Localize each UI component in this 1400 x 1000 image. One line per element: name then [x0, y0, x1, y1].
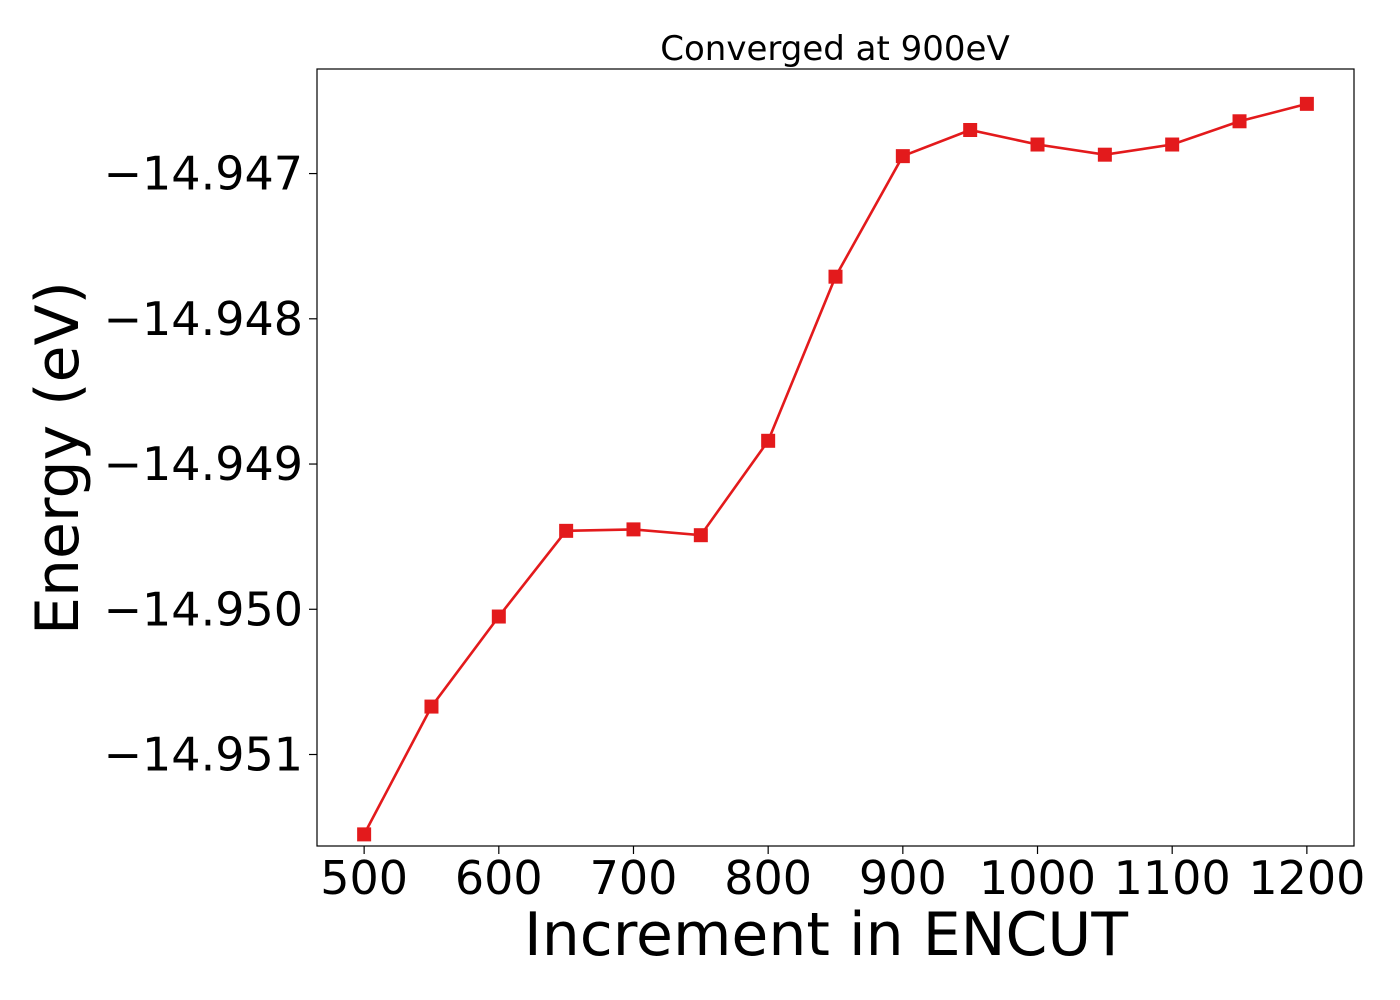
y-tick-label: −14.947: [104, 147, 304, 201]
data-point-marker: [357, 827, 372, 842]
data-point-marker: [491, 609, 506, 624]
data-point-marker: [963, 122, 978, 137]
data-point-marker: [1299, 96, 1314, 111]
data-point-marker: [1097, 147, 1112, 162]
y-tick-label: −14.948: [104, 292, 304, 346]
x-tick-label: 600: [455, 851, 543, 905]
data-point-marker: [1165, 137, 1180, 152]
data-point-marker: [424, 699, 439, 714]
data-point-marker: [828, 269, 843, 284]
x-tick-label: 1000: [979, 851, 1096, 905]
y-tick-label: −14.950: [104, 582, 304, 636]
x-tick-label: 800: [724, 851, 812, 905]
x-axis: 500 600 700 800 900 1000 1100 1200: [320, 846, 1365, 905]
data-point-marker: [626, 522, 641, 537]
y-tick-label: −14.949: [104, 437, 304, 491]
energy-series-line: [362, 102, 1308, 836]
x-tick-label: 700: [590, 851, 678, 905]
energy-series-markers: [357, 96, 1314, 842]
data-point-marker: [693, 528, 708, 543]
x-tick-label: 1200: [1248, 851, 1365, 905]
plot-frame: [316, 68, 1355, 847]
y-axis: −14.951 −14.950 −14.949 −14.948 −14.947: [104, 147, 317, 782]
x-tick-label: 500: [320, 851, 408, 905]
y-tick-label: −14.951: [104, 728, 304, 782]
data-point-marker: [761, 433, 776, 448]
x-tick-label: 900: [859, 851, 947, 905]
chart-title: Converged at 900eV: [660, 29, 1009, 69]
data-point-marker: [1232, 114, 1247, 129]
x-axis-label: Increment in ENCUT: [524, 900, 1128, 970]
data-point-marker: [1030, 137, 1045, 152]
data-point-marker: [895, 149, 910, 164]
data-point-marker: [559, 523, 574, 538]
x-tick-label: 1100: [1114, 851, 1231, 905]
y-axis-label: Energy (eV): [23, 281, 93, 635]
